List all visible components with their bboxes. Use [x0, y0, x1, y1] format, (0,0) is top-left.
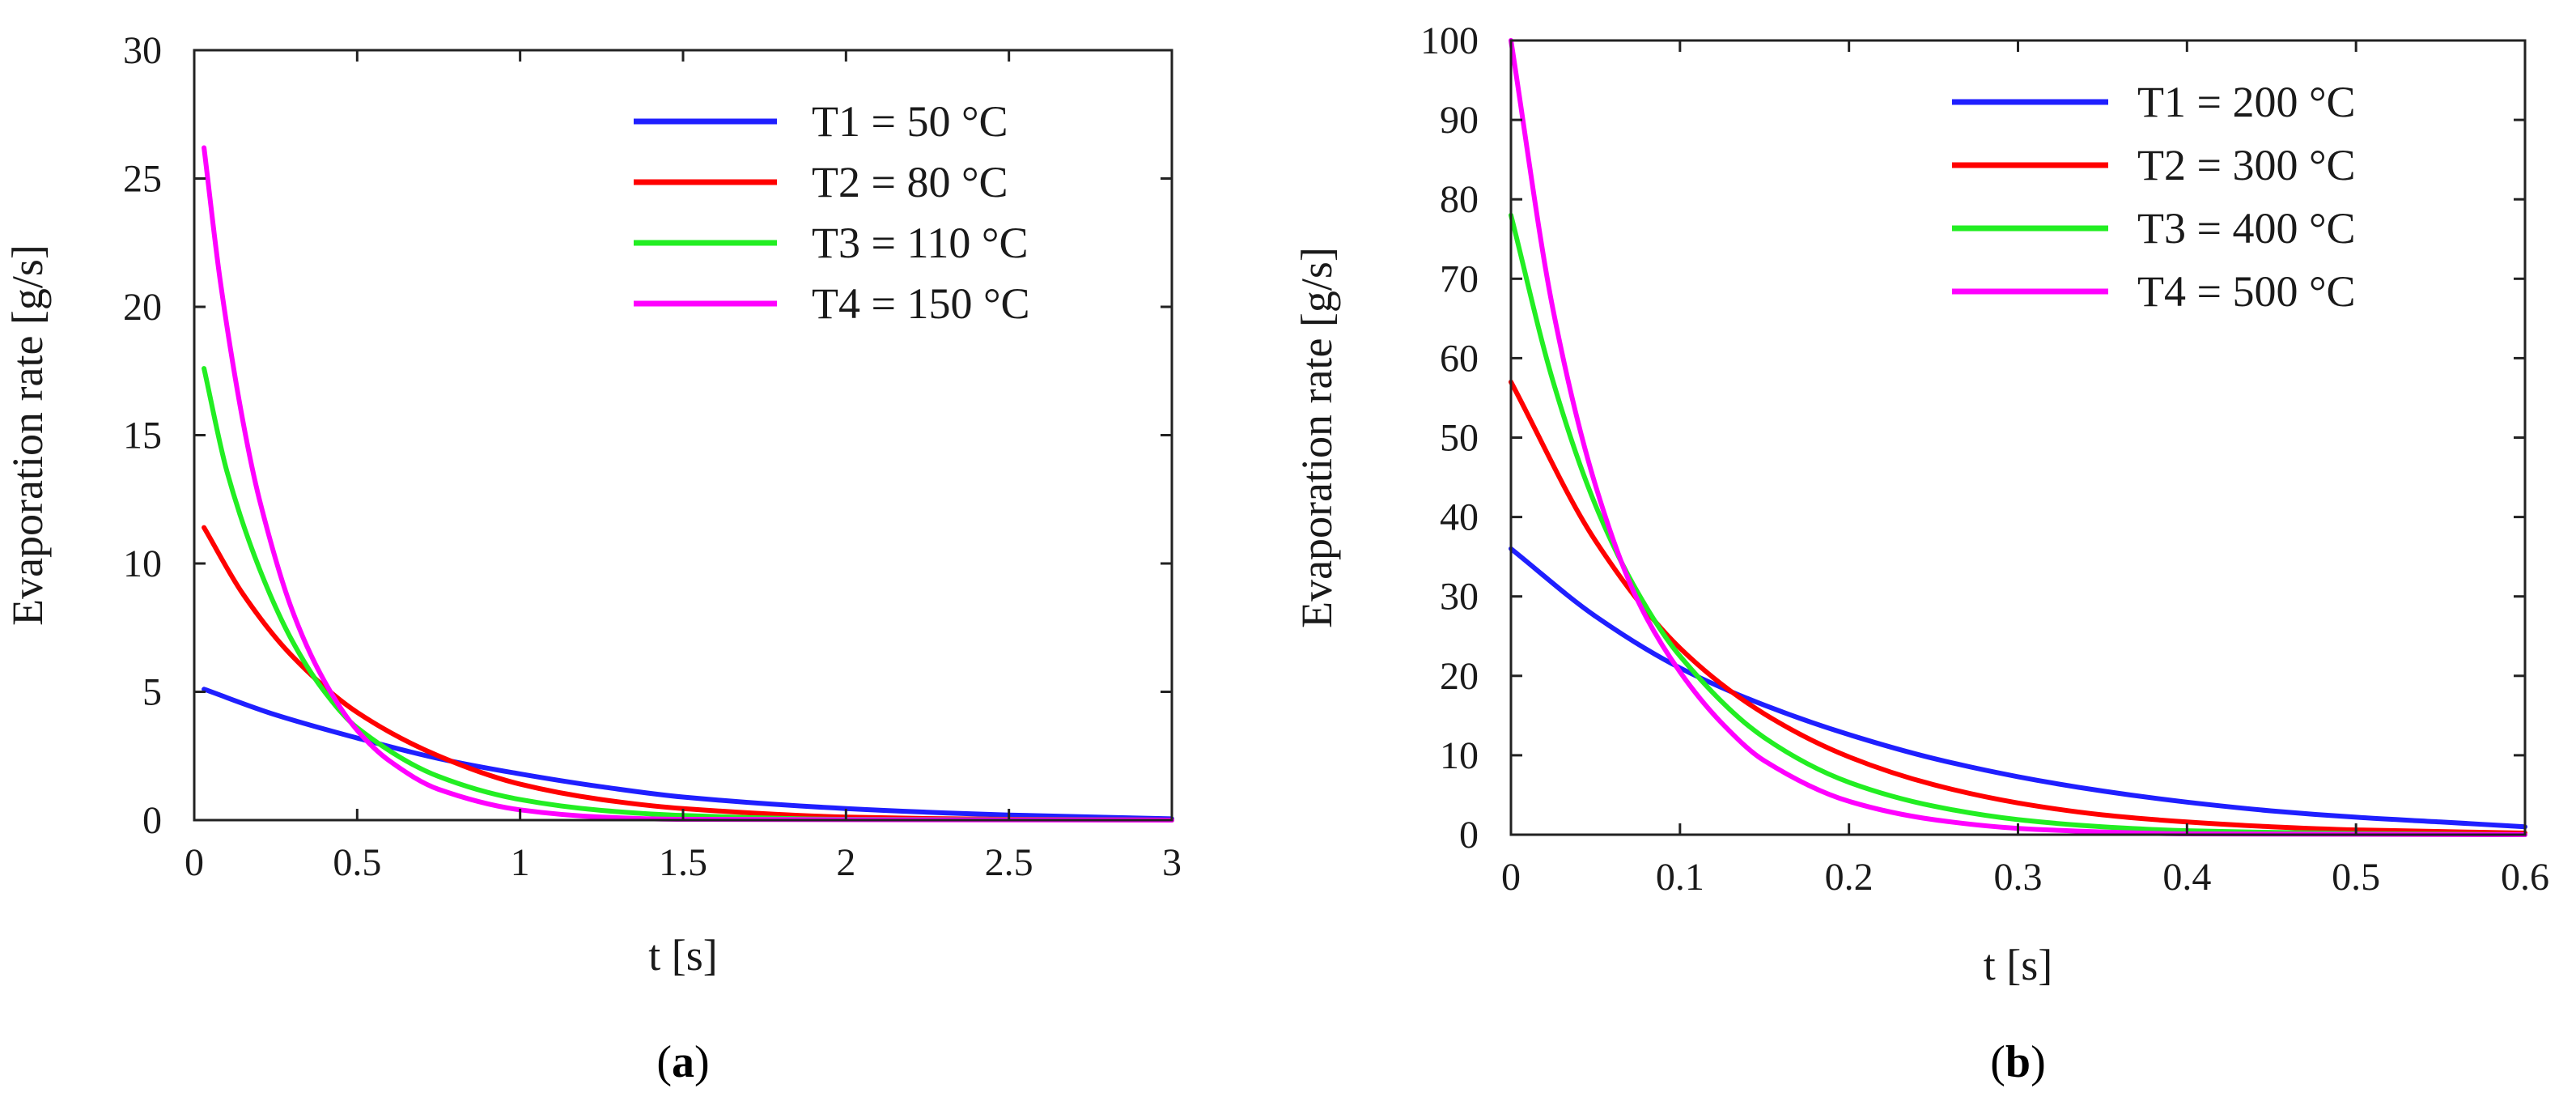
y-tick-label: 25 [123, 158, 162, 201]
plot-frame [1509, 39, 2527, 836]
y-tick-label: 90 [1440, 99, 1479, 142]
x-tick-label: 0 [185, 841, 204, 884]
caption-close-paren: ) [694, 1037, 710, 1087]
x-tick-label: 0.5 [2332, 856, 2380, 899]
legend-label-t4: T4 = 500 °C [2137, 267, 2356, 316]
y-tick-label: 30 [123, 29, 162, 72]
legend-label-t3: T3 = 400 °C [2137, 204, 2356, 253]
legend-label-t1: T1 = 50 °C [812, 97, 1008, 146]
x-tick-label: 0.1 [1656, 856, 1704, 899]
y-tick-label: 15 [123, 415, 162, 457]
y-tick-label: 10 [1440, 734, 1479, 777]
x-tick-label: 0 [1501, 856, 1521, 899]
chart-panel-b: 0 0.1 0.2 0.3 0.4 0.5 0.6 0 10 20 30 40 50 60 70 80 90 10… [1292, 19, 2549, 1087]
x-tick-label: 0.2 [1825, 856, 1874, 899]
y-tick-label: 20 [123, 286, 162, 329]
y-tick-label: 10 [123, 542, 162, 585]
y-axis-label: Evaporation rate [g/s] [1292, 247, 1341, 628]
series-line-t3 [202, 366, 1174, 823]
y-tick-label: 60 [1440, 337, 1479, 380]
x-tick-label: 0.3 [1994, 856, 2043, 899]
series-line-t4 [1509, 38, 2527, 837]
series-line-t1 [1509, 546, 2527, 830]
panel-caption: (a) [656, 1037, 709, 1087]
x-axis-label: t [s] [1984, 941, 2052, 989]
caption-open-paren: ( [656, 1037, 672, 1087]
legend-label-t1: T1 = 200 °C [2137, 78, 2356, 126]
legend-label-t2: T2 = 300 °C [2137, 141, 2356, 189]
x-tick-label: 0.5 [333, 841, 381, 884]
y-tick-label: 0 [1459, 814, 1479, 857]
y-tick-label: 80 [1440, 178, 1479, 221]
y-tick-label: 5 [142, 671, 162, 714]
caption-close-paren: ) [2031, 1037, 2046, 1087]
y-tick-label: 50 [1440, 417, 1479, 460]
y-tick-label: 20 [1440, 655, 1479, 698]
series-line-t2 [1509, 379, 2527, 836]
panel-caption: (b) [1990, 1037, 2045, 1087]
caption-letter: b [2005, 1037, 2031, 1087]
x-tick-label: 1.5 [659, 841, 707, 884]
x-tick-label: 1 [511, 841, 530, 884]
y-tick-label: 100 [1420, 19, 1479, 62]
caption-open-paren: ( [1990, 1037, 2005, 1087]
y-axis-label: Evaporation rate [g/s] [3, 244, 52, 626]
x-tick-label: 2.5 [985, 841, 1033, 884]
legend: T1 = 200 °C T2 = 300 °C T3 = 400 °C T4 = 50… [1952, 78, 2356, 316]
caption-letter: a [672, 1037, 694, 1087]
y-tick-label: 70 [1440, 257, 1479, 300]
series-line-t2 [202, 525, 1174, 823]
y-tick-label: 40 [1440, 496, 1479, 539]
legend: T1 = 50 °C T2 = 80 °C T3 = 110 °C T4 = 150 … [634, 97, 1030, 328]
x-axis-label: t [s] [648, 931, 717, 980]
y-tick-label: 0 [142, 799, 162, 842]
legend-label-t4: T4 = 150 °C [812, 279, 1030, 328]
x-tick-label: 0.6 [2501, 856, 2549, 899]
x-tick-label: 0.4 [2162, 856, 2211, 899]
x-tick-label: 2 [836, 841, 855, 884]
y-tick-label: 30 [1440, 576, 1479, 619]
legend-label-t3: T3 = 110 °C [812, 219, 1029, 267]
series-line-t1 [202, 687, 1174, 822]
x-tick-label: 3 [1162, 841, 1182, 884]
series-line-t3 [1509, 212, 2527, 837]
legend-label-t2: T2 = 80 °C [812, 158, 1008, 206]
